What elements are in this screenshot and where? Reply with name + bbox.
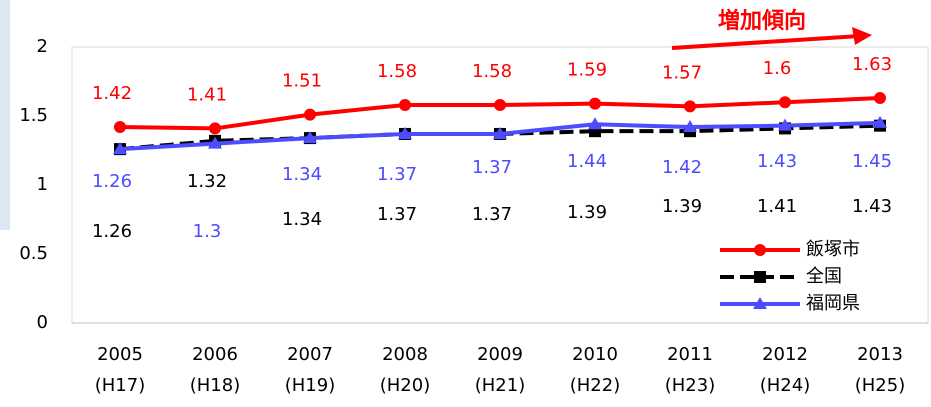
x-tick-sublabel: (H24)	[760, 375, 810, 396]
y-tick-label: 1.5	[19, 105, 48, 126]
x-tick-label: 2011	[667, 344, 713, 365]
data-label: 1.34	[282, 164, 322, 185]
data-label: 1.37	[472, 157, 512, 178]
data-label: 1.41	[187, 84, 227, 105]
data-label: 1.43	[757, 151, 797, 172]
y-tick-label: 0	[37, 312, 48, 333]
x-tick-label: 2005	[97, 344, 143, 365]
legend-marker	[754, 271, 766, 283]
point	[209, 122, 221, 135]
y-tick-label: 1	[37, 174, 48, 195]
data-label: 1.43	[852, 196, 892, 217]
point	[589, 125, 601, 138]
data-label: 1.39	[662, 196, 702, 217]
point	[304, 108, 316, 121]
legend-label: 全国	[806, 266, 842, 287]
x-tick-label: 2006	[192, 344, 238, 365]
point	[588, 117, 602, 130]
data-label: 1.6	[763, 58, 792, 79]
data-label: 1.39	[567, 202, 607, 223]
x-tick-sublabel: (H21)	[475, 375, 525, 396]
data-label: 1.51	[282, 71, 322, 92]
x-tick-sublabel: (H25)	[855, 375, 905, 396]
x-tick-label: 2009	[477, 344, 523, 365]
trend-arrow	[671, 34, 861, 50]
x-tick-sublabel: (H17)	[95, 375, 145, 396]
legend-marker	[754, 244, 766, 256]
data-label: 1.57	[662, 62, 702, 83]
data-label: 1.37	[472, 204, 512, 225]
point	[494, 98, 506, 111]
x-tick-sublabel: (H19)	[285, 375, 335, 396]
point	[399, 98, 411, 111]
x-tick-label: 2010	[572, 344, 618, 365]
side-strip	[0, 0, 10, 230]
point	[114, 121, 126, 134]
point	[873, 115, 887, 128]
data-label: 1.42	[92, 83, 132, 104]
data-label: 1.32	[187, 171, 227, 192]
point	[589, 97, 601, 110]
y-tick-label: 0.5	[19, 243, 48, 264]
point	[208, 136, 222, 149]
x-tick-label: 2008	[382, 344, 428, 365]
x-tick-sublabel: (H20)	[380, 375, 430, 396]
legend-marker	[753, 297, 767, 309]
data-label: 1.41	[757, 196, 797, 217]
point	[683, 120, 697, 133]
data-label: 1.42	[662, 157, 702, 178]
data-label: 1.58	[472, 61, 512, 82]
point	[684, 100, 696, 113]
data-label: 1.3	[193, 221, 222, 242]
point	[874, 92, 886, 105]
point	[778, 118, 792, 131]
data-label: 1.34	[282, 209, 322, 230]
x-tick-sublabel: (H22)	[570, 375, 620, 396]
point	[493, 126, 507, 139]
x-tick-label: 2013	[857, 344, 903, 365]
data-label: 1.59	[567, 60, 607, 81]
point	[113, 142, 127, 155]
data-label: 1.44	[567, 151, 607, 172]
point	[779, 96, 791, 109]
trend-arrow-head	[852, 27, 872, 45]
data-label: 1.63	[852, 54, 892, 75]
point	[398, 126, 412, 139]
data-label: 1.26	[92, 221, 132, 242]
data-label: 1.45	[852, 151, 892, 172]
legend-label: 飯塚市	[806, 239, 860, 260]
annotation: 増加傾向	[718, 8, 806, 34]
x-tick-sublabel: (H23)	[665, 375, 715, 396]
point	[303, 131, 317, 144]
data-label: 1.58	[377, 61, 417, 82]
data-label: 1.37	[377, 204, 417, 225]
y-tick-label: 2	[37, 36, 48, 57]
x-tick-sublabel: (H18)	[190, 375, 240, 396]
x-tick-label: 2007	[287, 344, 333, 365]
x-tick-label: 2012	[762, 344, 808, 365]
data-label: 1.26	[92, 171, 132, 192]
data-label: 1.37	[377, 164, 417, 185]
legend-label: 福岡県	[806, 293, 860, 314]
